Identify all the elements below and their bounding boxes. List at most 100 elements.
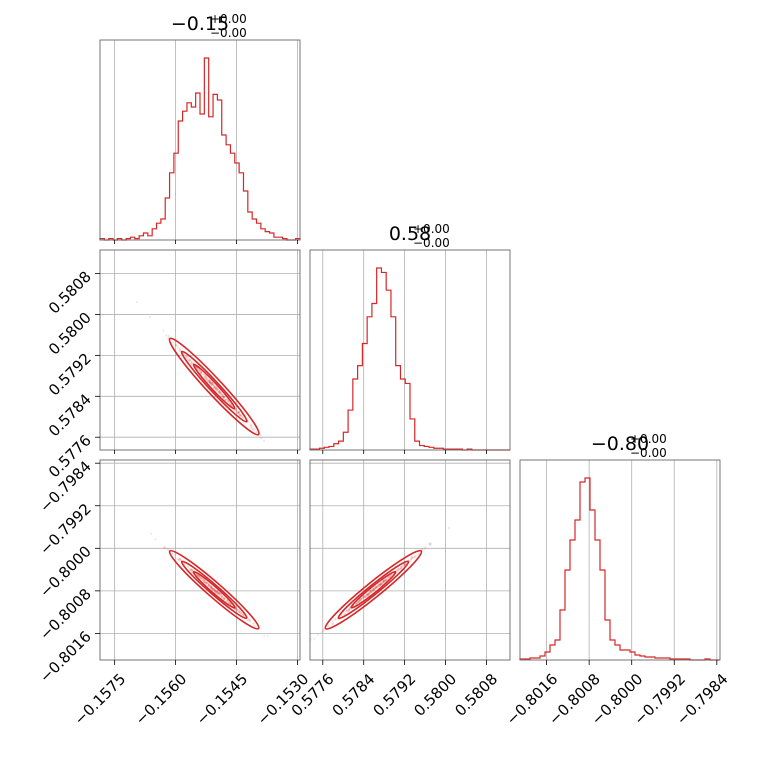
scatter-point (249, 620, 252, 623)
scatter-point (370, 591, 373, 594)
scatter-point (191, 570, 194, 573)
scatter-point (332, 620, 335, 623)
scatter-point (217, 592, 220, 595)
scatter-point (179, 347, 182, 350)
scatter-point (373, 587, 376, 590)
scatter-point (206, 378, 209, 381)
scatter-point (240, 612, 243, 615)
scatter-point (203, 376, 206, 379)
scatter-point (410, 556, 414, 559)
scatter-point (214, 590, 217, 593)
scatter-point (235, 609, 238, 612)
scatter-point (209, 585, 212, 588)
contour-line (180, 350, 248, 423)
scatter-point (372, 589, 375, 592)
scatter-point (253, 429, 256, 432)
title-var1: 0.58 (389, 223, 431, 245)
scatter-point (429, 542, 432, 545)
scatter-point (207, 379, 210, 382)
scatter-point (226, 600, 229, 603)
scatter-point (372, 587, 376, 590)
scatter-point (398, 569, 401, 572)
scatter-point (206, 379, 210, 382)
scatter-point (346, 609, 349, 612)
scatter-point (416, 553, 419, 556)
scatter-point (362, 595, 365, 598)
scatter-point (387, 576, 390, 580)
scatter-point (189, 359, 192, 362)
scatter-point (235, 608, 238, 611)
scatter-point (239, 413, 242, 416)
scatter-point (210, 587, 213, 590)
scatter-point (208, 379, 211, 383)
scatter-point (211, 587, 214, 590)
scatter-point (222, 396, 225, 399)
scatter-point (359, 597, 362, 600)
scatter-point (200, 371, 203, 374)
scatter-point (356, 600, 360, 603)
scatter-point (374, 585, 377, 588)
scatter-point (212, 383, 215, 386)
scatter-point (210, 383, 213, 386)
scatter-point (183, 352, 186, 355)
histogram-var1 (309, 267, 510, 451)
scatter-point (219, 391, 222, 394)
scatter-point (348, 607, 351, 610)
x-tick-label: 0.5792 (369, 670, 419, 720)
scatter-point (334, 618, 337, 621)
y-tick-label: 0.5800 (45, 309, 95, 359)
scatter-point (224, 599, 227, 602)
scatter-point (368, 591, 371, 595)
scatter-point (220, 594, 223, 597)
scatter-point (381, 582, 384, 585)
scatter-point (358, 599, 361, 602)
scatter-point (205, 378, 208, 381)
scatter-point (220, 596, 223, 599)
scatter-point (206, 377, 209, 380)
scatter-point (222, 396, 225, 399)
scatter-point (205, 582, 208, 585)
scatter-point (215, 590, 218, 593)
scatter-point (208, 584, 211, 588)
panel-frame (309, 249, 511, 451)
scatter-point (188, 567, 191, 570)
scatter-point (238, 414, 241, 418)
scatter-point (205, 581, 208, 584)
scatter-point (327, 625, 330, 628)
scatter-point (223, 396, 226, 399)
scatter-point (373, 588, 376, 592)
scatter-point (322, 629, 325, 632)
scatter-point (223, 597, 226, 600)
scatter-point (259, 434, 262, 437)
scatter-point (237, 608, 241, 611)
scatter-point (174, 343, 177, 346)
scatter-point (199, 371, 202, 374)
scatter-point (238, 611, 241, 614)
scatter-point (252, 427, 255, 430)
scatter-point (238, 610, 241, 613)
scatter-point (221, 393, 224, 397)
scatter-point (207, 584, 210, 587)
scatter-point (334, 618, 337, 621)
scatter-point (214, 386, 218, 389)
scatter-point (238, 411, 241, 414)
scatter-point (218, 593, 221, 596)
scatter-point (216, 388, 219, 391)
scatter-point (215, 389, 218, 392)
contour-line (337, 560, 410, 620)
title-var1-upper: +0.00 (413, 222, 450, 236)
scatter-point (369, 589, 372, 592)
scatter-point (214, 388, 217, 391)
scatter-point (412, 557, 415, 560)
scatter-point (209, 583, 212, 587)
scatter-point (248, 619, 251, 622)
scatter-point (190, 569, 193, 572)
scatter-point (241, 613, 244, 616)
scatter-point (228, 402, 232, 405)
scatter-point (374, 586, 377, 589)
scatter-point (245, 618, 249, 621)
scatter-point (213, 385, 216, 389)
scatter-point (186, 358, 189, 361)
scatter-point (380, 581, 383, 584)
scatter-point (178, 349, 181, 352)
